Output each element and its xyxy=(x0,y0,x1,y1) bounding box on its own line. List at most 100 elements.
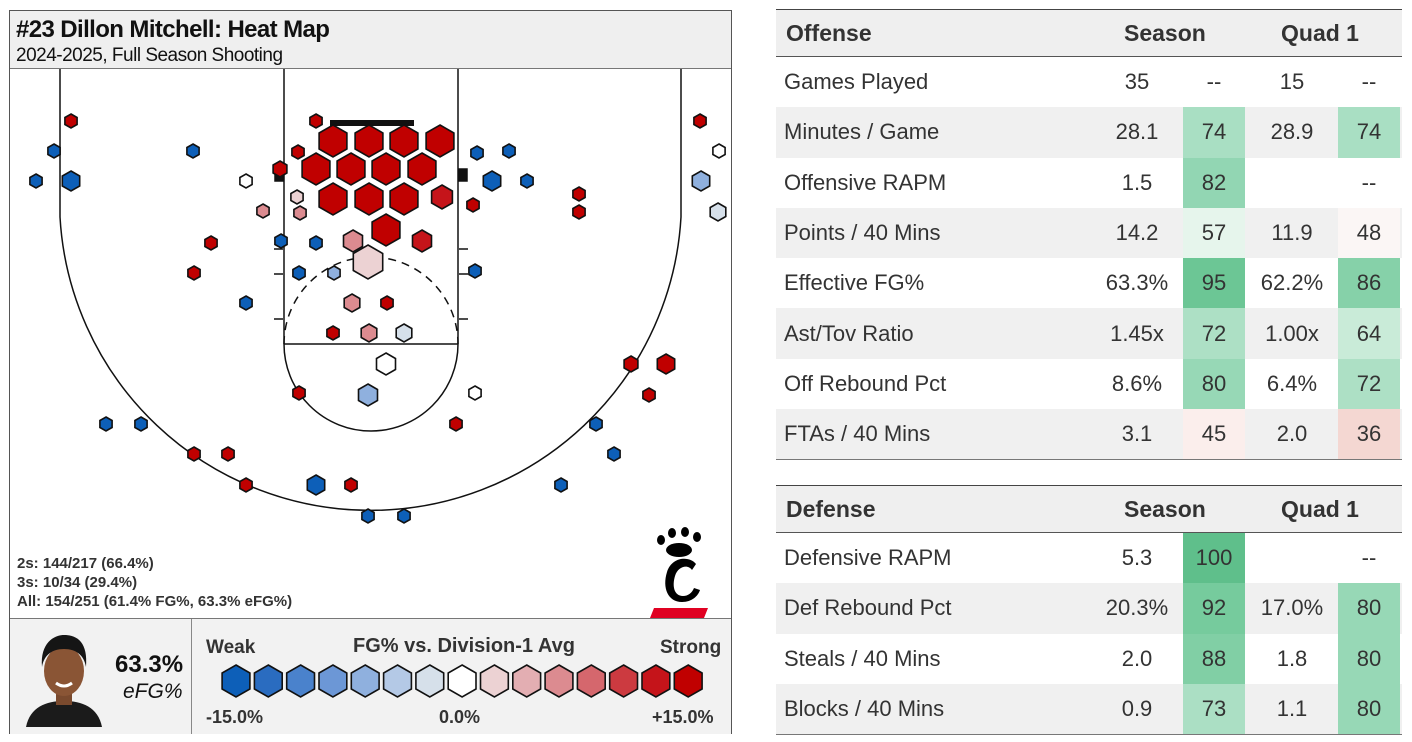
shot-hex xyxy=(360,323,378,343)
shot-hex xyxy=(292,265,306,281)
season-value: 63.3% xyxy=(1105,270,1169,296)
stat-name: Offensive RAPM xyxy=(784,169,947,195)
shot-hex xyxy=(425,124,455,158)
heat-map-footer: 63.3% eFG% Weak FG% vs. Division-1 Avg S… xyxy=(10,618,731,734)
shot-hex xyxy=(468,263,482,279)
table-row: Defensive RAPM 5.3 100 -- xyxy=(776,533,1402,584)
legend-mid-label: 0.0% xyxy=(439,707,481,727)
stat-name: Defensive RAPM xyxy=(784,545,952,571)
season-value: 0.9 xyxy=(1121,696,1153,722)
quad1-percentile: 48 xyxy=(1338,207,1400,259)
shot-hex xyxy=(357,383,379,407)
season-percentile: 95 xyxy=(1183,258,1245,309)
defense-table: Defense Season Quad 1 Defensive RAPM 5.3 1… xyxy=(776,485,1402,736)
stat-name: Games Played xyxy=(784,69,929,95)
shot-hex xyxy=(468,385,482,401)
legend-hex xyxy=(511,664,542,698)
season-value: 8.6% xyxy=(1111,370,1163,396)
season-value: 14.2 xyxy=(1115,220,1159,246)
season-percentile: -- xyxy=(1206,69,1222,95)
legend-hex xyxy=(415,664,445,698)
shot-hex xyxy=(395,323,413,343)
season-percentile: 72 xyxy=(1183,308,1245,359)
shot-hex xyxy=(187,265,201,281)
legend-hex xyxy=(673,664,703,698)
player-summary: 63.3% eFG% xyxy=(10,619,192,734)
season-value: 20.3% xyxy=(1105,595,1169,621)
shot-hex xyxy=(572,186,586,202)
quad1-value xyxy=(1242,158,1342,208)
quad1-percentile: 86 xyxy=(1338,258,1400,309)
season-column-header: Season xyxy=(1124,20,1206,46)
legend-hex xyxy=(447,664,477,698)
stat-name: Def Rebound Pct xyxy=(784,595,952,621)
legend-hex xyxy=(318,664,348,698)
twos-stat: 2s: 144/217 (66.4%) xyxy=(17,555,154,572)
shot-hex xyxy=(361,508,375,524)
shot-hex xyxy=(342,229,364,253)
heat-map-header: #23 Dillon Mitchell: Heat Map 2024-2025,… xyxy=(10,11,731,69)
shot-hex xyxy=(656,353,676,375)
shot-hex xyxy=(354,124,384,158)
season-percentile: 82 xyxy=(1183,157,1245,208)
color-legend xyxy=(221,664,703,698)
legend-hex xyxy=(641,664,671,698)
threes-stat: 3s: 10/34 (29.4%) xyxy=(17,574,138,591)
shot-hex xyxy=(318,124,348,158)
stat-name: Effective FG% xyxy=(784,270,925,296)
stat-name: Off Rebound Pct xyxy=(784,370,947,396)
shot-hex xyxy=(554,477,568,493)
season-value: 1.5 xyxy=(1121,169,1153,195)
stat-name: Steals / 40 Mins xyxy=(784,645,941,671)
shot-hex xyxy=(449,416,463,432)
legend-min-label: -15.0% xyxy=(206,707,264,727)
legend-hex xyxy=(221,664,251,698)
legend-hex xyxy=(285,664,316,698)
stat-name: Ast/Tov Ratio xyxy=(784,320,914,346)
shooting-stats: 2s: 144/217 (66.4%) 3s: 10/34 (29.4%) Al… xyxy=(17,554,292,611)
shot-hex xyxy=(589,416,603,432)
table-row: Offensive RAPM 1.5 82 -- xyxy=(776,157,1402,208)
quad1-value: 6.4% xyxy=(1266,370,1318,396)
table-row: Steals / 40 Mins 2.0 88 1.8 80 xyxy=(776,633,1402,684)
quad1-column-header: Quad 1 xyxy=(1281,20,1359,46)
shot-hex xyxy=(470,145,484,161)
shot-hex xyxy=(221,446,235,462)
shot-hex xyxy=(272,160,288,178)
season-percentile: 88 xyxy=(1183,633,1245,684)
quad1-percentile: 36 xyxy=(1338,409,1400,460)
legend-weak-label: Weak xyxy=(206,637,256,658)
shot-hex xyxy=(502,143,516,159)
quad1-percentile: 80 xyxy=(1338,683,1400,735)
quad1-value: 1.00x xyxy=(1265,320,1319,346)
table-row: Points / 40 Mins 14.2 57 11.9 48 xyxy=(776,207,1402,259)
legend-hex xyxy=(479,664,510,698)
offense-section-title: Offense xyxy=(786,20,872,46)
quad1-column-header: Quad 1 xyxy=(1281,496,1359,522)
quad1-value: 62.2% xyxy=(1260,270,1324,296)
quad1-value: 11.9 xyxy=(1271,220,1313,246)
stat-name: Minutes / Game xyxy=(784,119,940,145)
quad1-percentile: 80 xyxy=(1338,583,1400,634)
season-value: 35 xyxy=(1124,69,1150,95)
efg-value: 63.3% xyxy=(115,651,184,678)
defense-table-body: Defensive RAPM 5.3 100 -- Def Rebound Pct 20.… xyxy=(776,533,1402,735)
quad1-percentile: 64 xyxy=(1338,308,1400,359)
table-row: Games Played 35 -- 15 -- xyxy=(776,57,1402,107)
table-row: Minutes / Game 28.1 74 28.9 74 xyxy=(776,107,1402,158)
shot-hex xyxy=(327,265,341,281)
table-row: Off Rebound Pct 8.6% 80 6.4% 72 xyxy=(776,358,1402,410)
shot-hex xyxy=(306,474,326,496)
season-percentile: 100 xyxy=(1183,533,1245,584)
shot-hex xyxy=(47,143,61,159)
table-row: Ast/Tov Ratio 1.45x 72 1.00x 64 xyxy=(776,308,1402,359)
legend-hex xyxy=(576,664,607,698)
quad1-value: 28.9 xyxy=(1270,119,1314,145)
shot-hex xyxy=(290,189,304,205)
legend-hex xyxy=(253,664,284,698)
season-column-header: Season xyxy=(1124,496,1206,522)
cincinnati-logo-icon xyxy=(650,527,708,618)
shot-hex xyxy=(343,293,361,313)
shot-hex xyxy=(709,202,727,222)
heat-map-subtitle: 2024-2025, Full Season Shooting xyxy=(16,45,283,66)
